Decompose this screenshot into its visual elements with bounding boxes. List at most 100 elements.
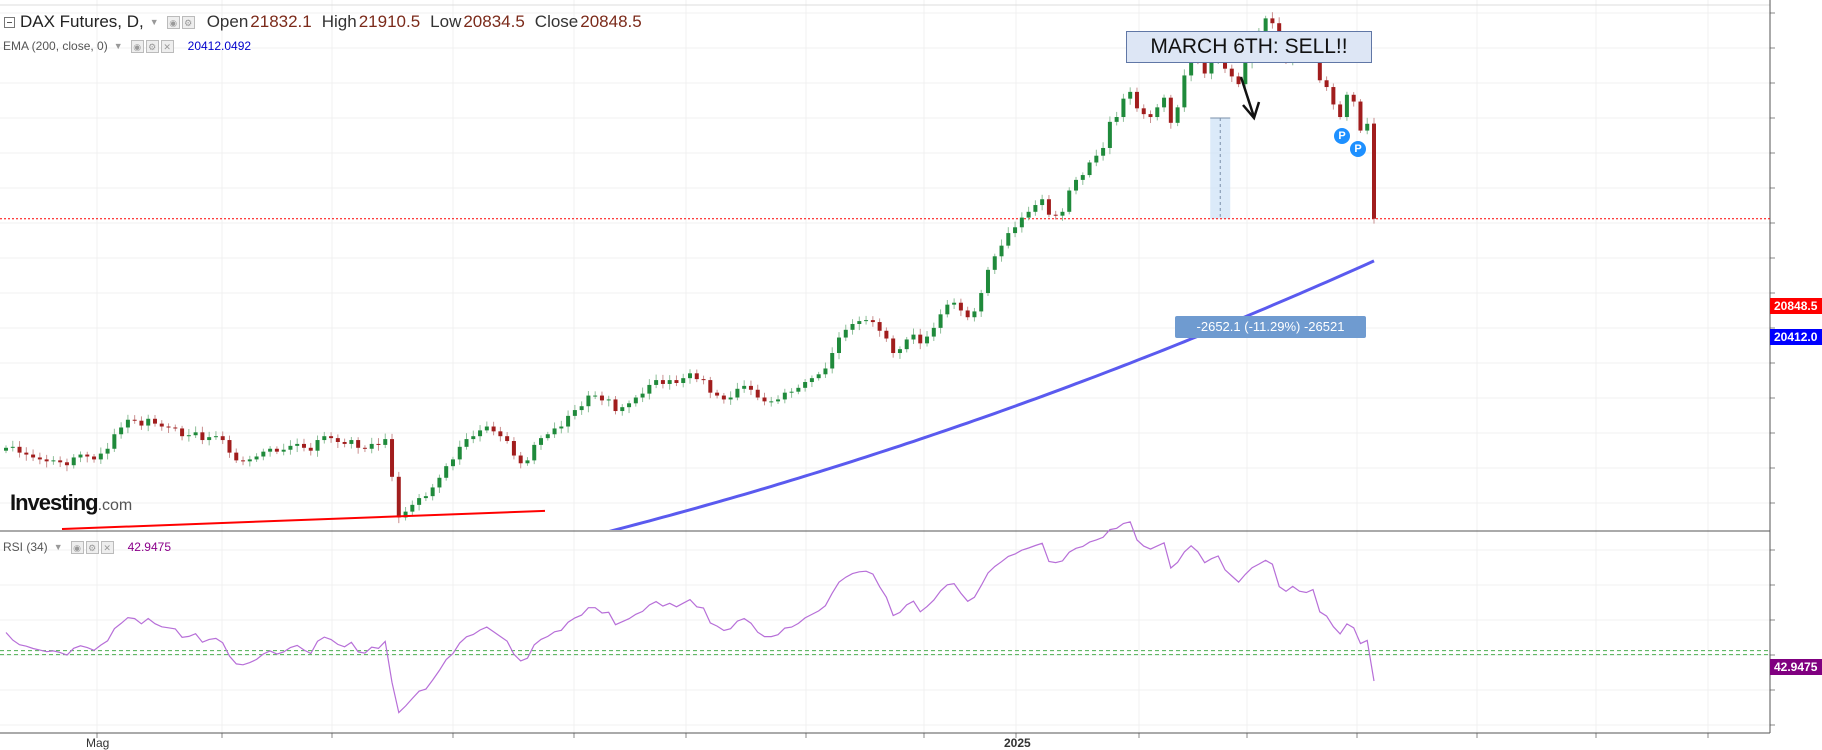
settings-icon[interactable]: ⚙ <box>181 15 195 29</box>
candle-down[interactable] <box>241 460 246 462</box>
candle-down[interactable] <box>1317 47 1322 81</box>
candle-up[interactable] <box>349 440 354 444</box>
candle-up[interactable] <box>606 399 611 401</box>
candle-up[interactable] <box>444 466 449 478</box>
candle-up[interactable] <box>430 487 435 497</box>
candle-up[interactable] <box>742 385 747 389</box>
chevron-down-icon[interactable]: ▼ <box>149 17 159 27</box>
candle-up[interactable] <box>1182 75 1187 108</box>
candle-up[interactable] <box>213 436 218 438</box>
candle-down[interactable] <box>180 428 185 437</box>
candle-down[interactable] <box>58 460 63 463</box>
candle-up[interactable] <box>417 498 422 505</box>
candle-down[interactable] <box>1324 80 1329 88</box>
candle-down[interactable] <box>335 438 340 442</box>
candle-up[interactable] <box>979 293 984 312</box>
candle-down[interactable] <box>64 462 69 466</box>
p-marker-icon[interactable]: P <box>1350 141 1366 157</box>
candle-down[interactable] <box>660 380 665 384</box>
candle-up[interactable] <box>247 459 252 462</box>
candle-up[interactable] <box>593 395 598 397</box>
candle-up[interactable] <box>857 321 862 324</box>
candle-up[interactable] <box>816 374 821 379</box>
collapse-icon[interactable] <box>4 16 15 28</box>
candle-up[interactable] <box>484 426 489 431</box>
candle-up[interactable] <box>98 453 103 460</box>
sell-annotation[interactable]: MARCH 6TH: SELL!! <box>1126 31 1372 63</box>
candle-up[interactable] <box>931 327 936 337</box>
candle-up[interactable] <box>1209 60 1214 74</box>
candle-up[interactable] <box>423 496 428 499</box>
candle-down[interactable] <box>1148 114 1153 118</box>
candle-up[interactable] <box>437 477 442 488</box>
candle-down[interactable] <box>884 330 889 339</box>
candle-up[interactable] <box>952 302 957 305</box>
candle-up[interactable] <box>620 407 625 412</box>
candle-up[interactable] <box>992 256 997 270</box>
candle-down[interactable] <box>329 436 334 439</box>
candle-down[interactable] <box>1372 123 1376 219</box>
candle-up[interactable] <box>383 439 388 445</box>
candle-up[interactable] <box>288 445 293 450</box>
candle-up[interactable] <box>1033 205 1038 212</box>
close-icon[interactable]: ✕ <box>100 540 114 554</box>
candle-down[interactable] <box>721 395 726 400</box>
candle-up[interactable] <box>830 353 835 369</box>
candle-up[interactable] <box>681 378 686 383</box>
candle-down[interactable] <box>17 446 22 453</box>
candle-down[interactable] <box>1236 76 1241 85</box>
candle-up[interactable] <box>586 395 591 407</box>
candle-up[interactable] <box>728 397 733 400</box>
measure-label[interactable]: -2652.1 (-11.29%) -26521 <box>1175 316 1366 338</box>
candle-up[interactable] <box>71 457 76 466</box>
candle-down[interactable] <box>166 426 171 428</box>
candle-down[interactable] <box>505 436 510 442</box>
candle-up[interactable] <box>119 427 124 435</box>
candle-up[interactable] <box>809 378 814 383</box>
candle-down[interactable] <box>1046 199 1051 215</box>
candle-up[interactable] <box>1263 18 1268 31</box>
candle-up[interactable] <box>403 511 408 518</box>
candle-down[interactable] <box>24 452 29 455</box>
candle-down[interactable] <box>1134 91 1139 109</box>
candle-down[interactable] <box>132 419 137 421</box>
candle-down[interactable] <box>159 423 164 427</box>
candle-up[interactable] <box>532 444 537 461</box>
candle-up[interactable] <box>789 391 794 393</box>
eye-icon[interactable]: ◉ <box>70 540 84 554</box>
candle-up[interactable] <box>1019 217 1024 228</box>
candle-down[interactable] <box>220 436 225 441</box>
candle-up[interactable] <box>925 336 930 344</box>
candle-down[interactable] <box>200 432 205 441</box>
p-marker-icon[interactable]: P <box>1334 128 1350 144</box>
candle-down[interactable] <box>918 334 923 344</box>
candle-up[interactable] <box>897 349 902 354</box>
candle-up[interactable] <box>579 406 584 411</box>
candle-up[interactable] <box>796 387 801 392</box>
candle-down[interactable] <box>599 395 604 401</box>
candle-up[interactable] <box>1094 155 1099 163</box>
candle-down[interactable] <box>1229 68 1234 77</box>
candle-up[interactable] <box>1107 121 1112 148</box>
candle-up[interactable] <box>105 448 110 454</box>
candle-up[interactable] <box>525 460 530 464</box>
candle-up[interactable] <box>1243 62 1248 85</box>
candle-up[interactable] <box>1087 162 1092 176</box>
eye-icon[interactable]: ◉ <box>130 39 144 53</box>
candle-up[interactable] <box>985 269 990 294</box>
candle-up[interactable] <box>864 320 869 322</box>
candle-up[interactable] <box>1060 211 1065 216</box>
candle-up[interactable] <box>1074 179 1079 191</box>
candle-up[interactable] <box>1162 97 1167 108</box>
candle-down[interactable] <box>877 322 882 331</box>
candle-down[interactable] <box>1053 214 1058 216</box>
candle-down[interactable] <box>958 302 963 311</box>
candle-down[interactable] <box>891 338 896 354</box>
candle-up[interactable] <box>823 368 828 375</box>
candle-up[interactable] <box>735 388 740 398</box>
candle-down[interactable] <box>342 441 347 444</box>
candle-up[interactable] <box>1101 147 1106 156</box>
candle-down[interactable] <box>31 454 36 458</box>
candle-up[interactable] <box>552 428 557 435</box>
